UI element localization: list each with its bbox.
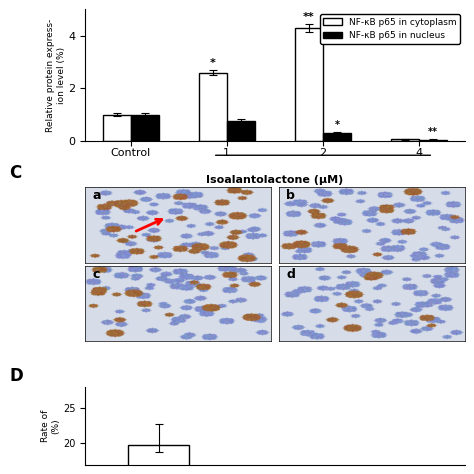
Y-axis label: Rate of
(%): Rate of (%) xyxy=(41,410,60,442)
Y-axis label: Relative protein express-
ion level (%): Relative protein express- ion level (%) xyxy=(46,18,66,132)
Bar xyxy=(131,115,159,141)
Bar xyxy=(199,73,227,141)
Bar xyxy=(295,28,323,141)
Legend: NF-κB p65 in cytoplasm, NF-κB p65 in nucleus: NF-κB p65 in cytoplasm, NF-κB p65 in nuc… xyxy=(320,14,460,44)
Text: *: * xyxy=(210,58,216,68)
X-axis label: Isoalantolactone (μM): Isoalantolactone (μM) xyxy=(206,175,344,185)
Bar xyxy=(419,140,447,141)
Text: *: * xyxy=(335,119,339,129)
Bar xyxy=(391,139,419,141)
Text: **: ** xyxy=(303,12,315,22)
Text: C: C xyxy=(9,164,22,182)
Text: **: ** xyxy=(428,127,438,137)
Text: d: d xyxy=(286,268,295,281)
Bar xyxy=(102,115,131,141)
Text: b: b xyxy=(286,189,295,202)
Text: c: c xyxy=(93,268,100,281)
Text: a: a xyxy=(93,189,101,202)
Bar xyxy=(323,134,351,141)
Bar xyxy=(227,121,255,141)
Text: D: D xyxy=(9,367,23,385)
Bar xyxy=(128,445,189,474)
